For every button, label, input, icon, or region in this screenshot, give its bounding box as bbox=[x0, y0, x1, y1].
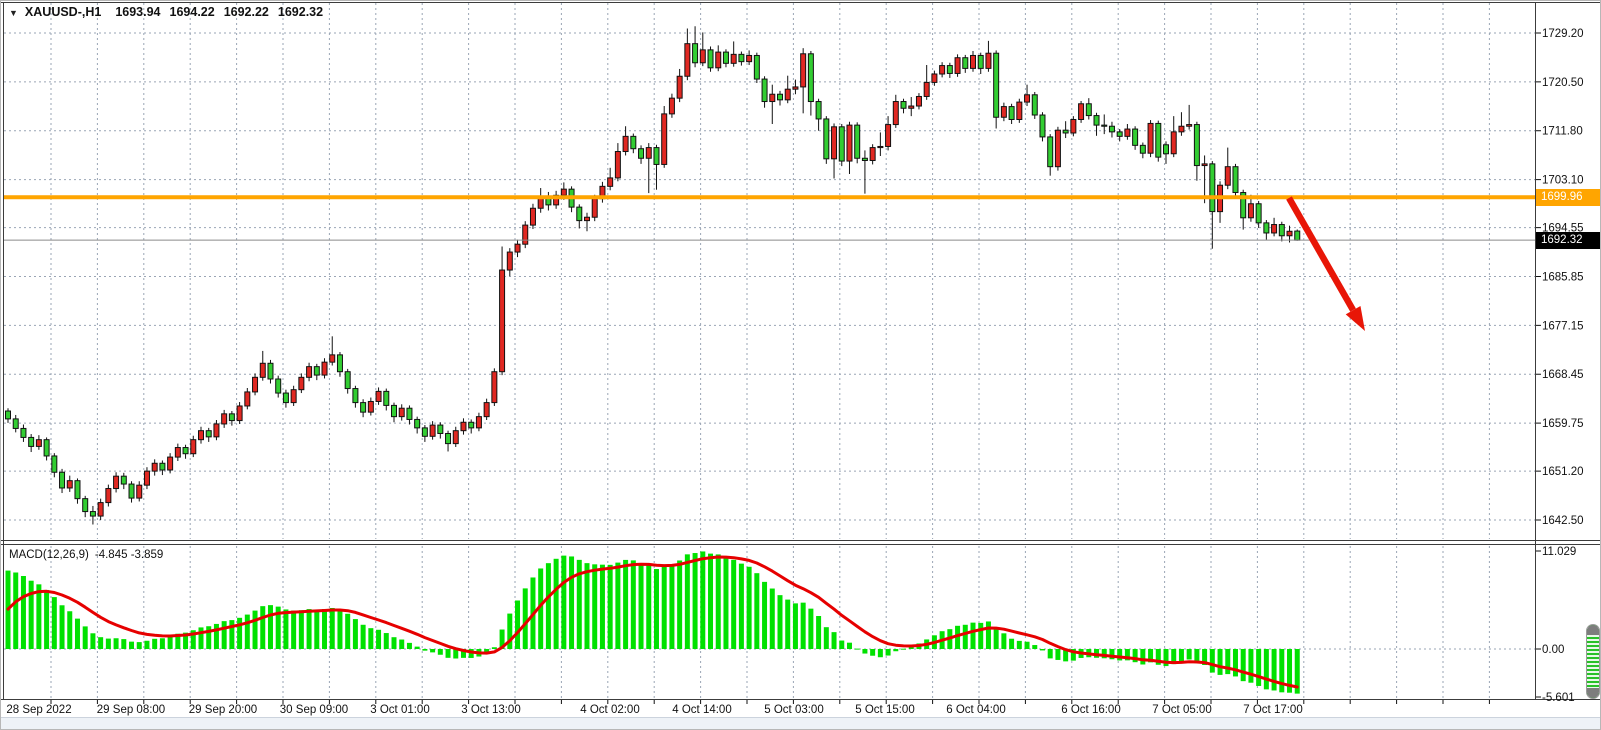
ohlc-high-value: 1694.22 bbox=[169, 5, 215, 19]
x-axis-label: 7 Oct 05:00 bbox=[1152, 704, 1211, 716]
x-axis-label: 28 Sep 2022 bbox=[6, 704, 71, 716]
x-axis-label: 7 Oct 17:00 bbox=[1243, 704, 1302, 716]
scrollbar-cap-bottom bbox=[1587, 688, 1599, 698]
ohlc-low-value: 1692.22 bbox=[223, 5, 269, 19]
window-bottom-strip bbox=[1, 717, 1600, 729]
x-axis-label: 6 Oct 04:00 bbox=[946, 704, 1005, 716]
time-axis: 28 Sep 2022 29 Sep 08:00 29 Sep 20:00 30 Se… bbox=[6, 700, 1490, 716]
price-level-lines bbox=[4, 195, 1535, 241]
macd-indicator-label: MACD(12,26,9) -4.845 -3.859 bbox=[9, 549, 163, 561]
y-axis-label: 1729.20 bbox=[1542, 28, 1584, 40]
symbol-timeframe-label: XAUUSD-,H1 bbox=[24, 5, 102, 19]
macd-indicator-values: -4.845 -3.859 bbox=[94, 549, 164, 561]
y-axis-label: 1668.45 bbox=[1542, 369, 1584, 381]
x-axis-label: 30 Sep 09:00 bbox=[280, 704, 348, 716]
grid-lines bbox=[4, 3, 1535, 699]
y-axis-label: 1677.15 bbox=[1542, 320, 1584, 332]
y-axis-label: 1685.85 bbox=[1542, 271, 1584, 283]
symbol-header: ▼ XAUUSD-,H1 1693.94 1694.22 1692.22 1692.32 bbox=[9, 5, 332, 19]
x-axis-label: 29 Sep 20:00 bbox=[189, 704, 257, 716]
ohlc-open-value: 1693.94 bbox=[115, 5, 161, 19]
orange-hline bbox=[4, 195, 1535, 200]
macd-signal-line bbox=[6, 555, 1299, 689]
ohlc-close-value: 1692.32 bbox=[277, 5, 324, 19]
y-axis-label: 1642.50 bbox=[1542, 515, 1584, 527]
x-axis-label: 3 Oct 01:00 bbox=[370, 704, 429, 716]
y-axis-label: 1694.55 bbox=[1542, 223, 1584, 235]
macd-histogram bbox=[5, 551, 1300, 694]
scrollbar-thumb[interactable] bbox=[1586, 624, 1600, 699]
macd-indicator-name: MACD(12,26,9) bbox=[9, 549, 89, 561]
macd-axis: 11.029 0.00 -5.601 bbox=[1536, 546, 1576, 704]
candlesticks-layer[interactable] bbox=[5, 26, 1301, 525]
x-axis-label: 5 Oct 15:00 bbox=[855, 704, 914, 716]
y-axis-label: 1711.80 bbox=[1542, 126, 1583, 138]
x-axis-label: 29 Sep 08:00 bbox=[97, 704, 165, 716]
x-axis-label: 4 Oct 14:00 bbox=[672, 704, 731, 716]
current-price-flag: 1692.32 bbox=[1536, 232, 1600, 249]
symbol-dropdown-arrow-icon[interactable]: ▼ bbox=[9, 8, 18, 18]
x-axis-label: 6 Oct 16:00 bbox=[1061, 704, 1120, 716]
orange-hline-price-flag: 1699.96 bbox=[1536, 189, 1600, 206]
price-axis: 1729.20 1720.50 1711.80 1703.10 1694.55 1685.… bbox=[1536, 28, 1584, 527]
y-axis-label: 1703.10 bbox=[1542, 175, 1584, 187]
x-axis-label: 3 Oct 13:00 bbox=[461, 704, 520, 716]
scrollbar-cap-top bbox=[1587, 625, 1599, 635]
trend-arrow bbox=[1286, 196, 1365, 331]
y-axis-label: 1659.75 bbox=[1542, 418, 1584, 430]
macd-axis-label: 11.029 bbox=[1542, 546, 1576, 558]
chart-frame bbox=[1, 2, 1600, 700]
x-axis-label: 5 Oct 03:00 bbox=[764, 704, 823, 716]
macd-axis-label: 0.00 bbox=[1542, 644, 1564, 656]
macd-axis-label: -5.601 bbox=[1542, 692, 1575, 704]
x-axis-label: 4 Oct 02:00 bbox=[580, 704, 639, 716]
y-axis-label: 1651.20 bbox=[1542, 466, 1584, 478]
y-axis-label: 1720.50 bbox=[1542, 77, 1584, 89]
